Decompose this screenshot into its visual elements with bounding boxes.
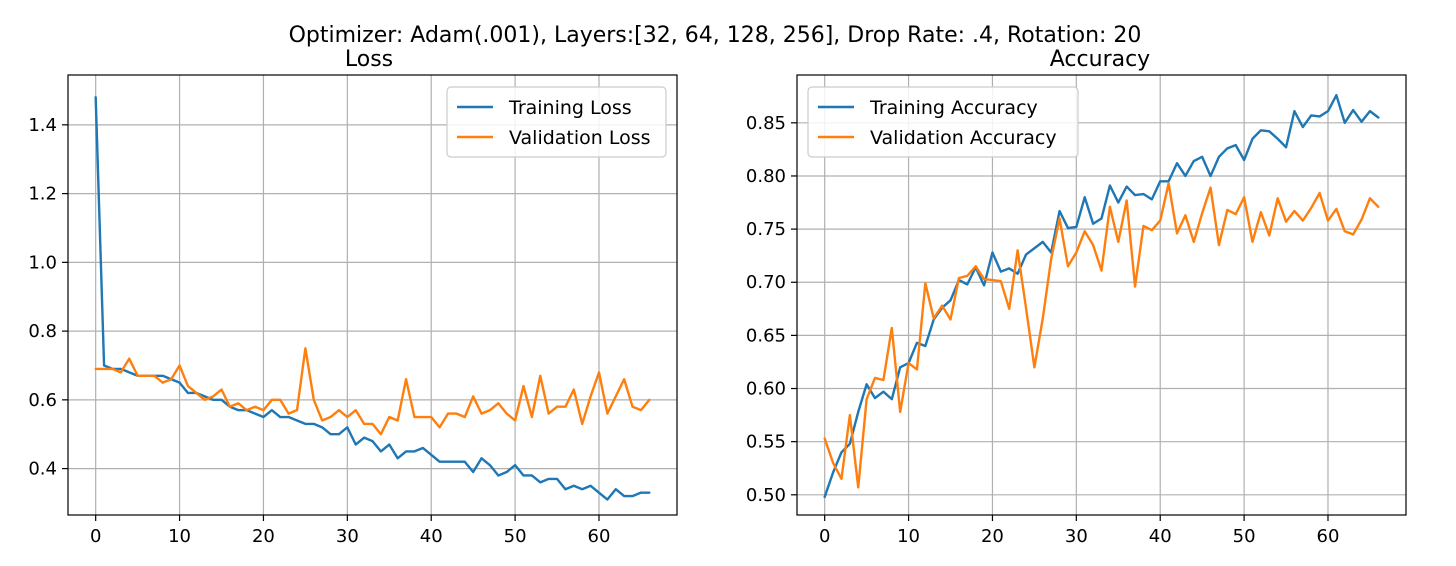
accuracy-y-tick-label: 0.65 [746,325,786,346]
loss-plot-title: Loss [345,47,393,72]
loss-y-tick-label: 0.6 [28,390,57,411]
loss-axes-frame [67,74,678,516]
accuracy-y-tick-label: 0.70 [746,272,786,293]
loss-x-tick-label: 40 [420,526,443,547]
accuracy-x-tick-label: 30 [1065,526,1088,547]
accuracy-x-tick-label: 0 [819,526,830,547]
accuracy-axes-frame [796,74,1407,516]
loss-legend: Training Loss Validation Loss [446,86,667,158]
loss-series [94,96,651,501]
accuracy-x-tick-label: 60 [1317,526,1340,547]
accuracy-x-tick-label: 40 [1149,526,1172,547]
loss-ticks: 0 10 20 30 40 50 60 0.4 0.6 0.8 1.0 1.2 1.4 [28,115,610,547]
loss-legend-box [446,86,667,158]
accuracy-x-tick-label: 50 [1233,526,1256,547]
accuracy-x-tick-label: 20 [981,526,1004,547]
loss-x-tick-label: 30 [336,526,359,547]
accuracy-legend-box [807,86,1079,158]
accuracy-legend: Training Accuracy Validation Accuracy [807,86,1079,158]
loss-legend-label: Training Loss [508,97,632,119]
accuracy-ticks: 0 10 20 30 40 50 60 0.50 0.55 0.60 0.65 0.70 0.75 0.8… [746,113,1340,547]
accuracy-series-validation-line [823,182,1380,489]
loss-x-tick-label: 50 [504,526,527,547]
accuracy-grid [797,75,1406,515]
accuracy-y-tick-label: 0.55 [746,432,786,453]
accuracy-series [823,93,1380,499]
accuracy-y-tick-label: 0.60 [746,379,786,400]
accuracy-y-tick-label: 0.85 [746,113,786,134]
accuracy-plot: Accuracy 0 10 20 30 40 50 60 0.50 0.55 0.60 0.65 0.… [746,47,1407,547]
loss-plot: Loss 0 10 20 30 40 50 60 0.4 0.6 0.8 1.0 1.2 1.4 Tra… [28,47,678,547]
loss-x-tick-label: 20 [252,526,275,547]
accuracy-plot-title: Accuracy [1050,47,1150,72]
loss-series-validation-line [94,347,651,436]
loss-y-tick-label: 0.8 [28,321,57,342]
accuracy-y-tick-label: 0.50 [746,485,786,506]
accuracy-series-training-line [823,93,1380,499]
accuracy-y-tick-label: 0.80 [746,166,786,187]
accuracy-legend-label: Training Accuracy [869,97,1038,119]
accuracy-legend-label: Validation Accuracy [870,127,1057,149]
loss-x-tick-label: 10 [168,526,191,547]
loss-y-tick-label: 0.4 [28,459,57,480]
loss-x-tick-label: 60 [588,526,611,547]
loss-y-tick-label: 1.4 [28,115,57,136]
loss-legend-label: Validation Loss [509,127,651,149]
loss-y-tick-label: 1.0 [28,252,57,273]
accuracy-y-tick-label: 0.75 [746,219,786,240]
loss-y-tick-label: 1.2 [28,184,57,205]
loss-x-tick-label: 0 [90,526,101,547]
figure-title: Optimizer: Adam(.001), Layers:[32, 64, 1… [289,23,1142,48]
loss-series-training-line [94,96,651,501]
accuracy-x-tick-label: 10 [897,526,920,547]
